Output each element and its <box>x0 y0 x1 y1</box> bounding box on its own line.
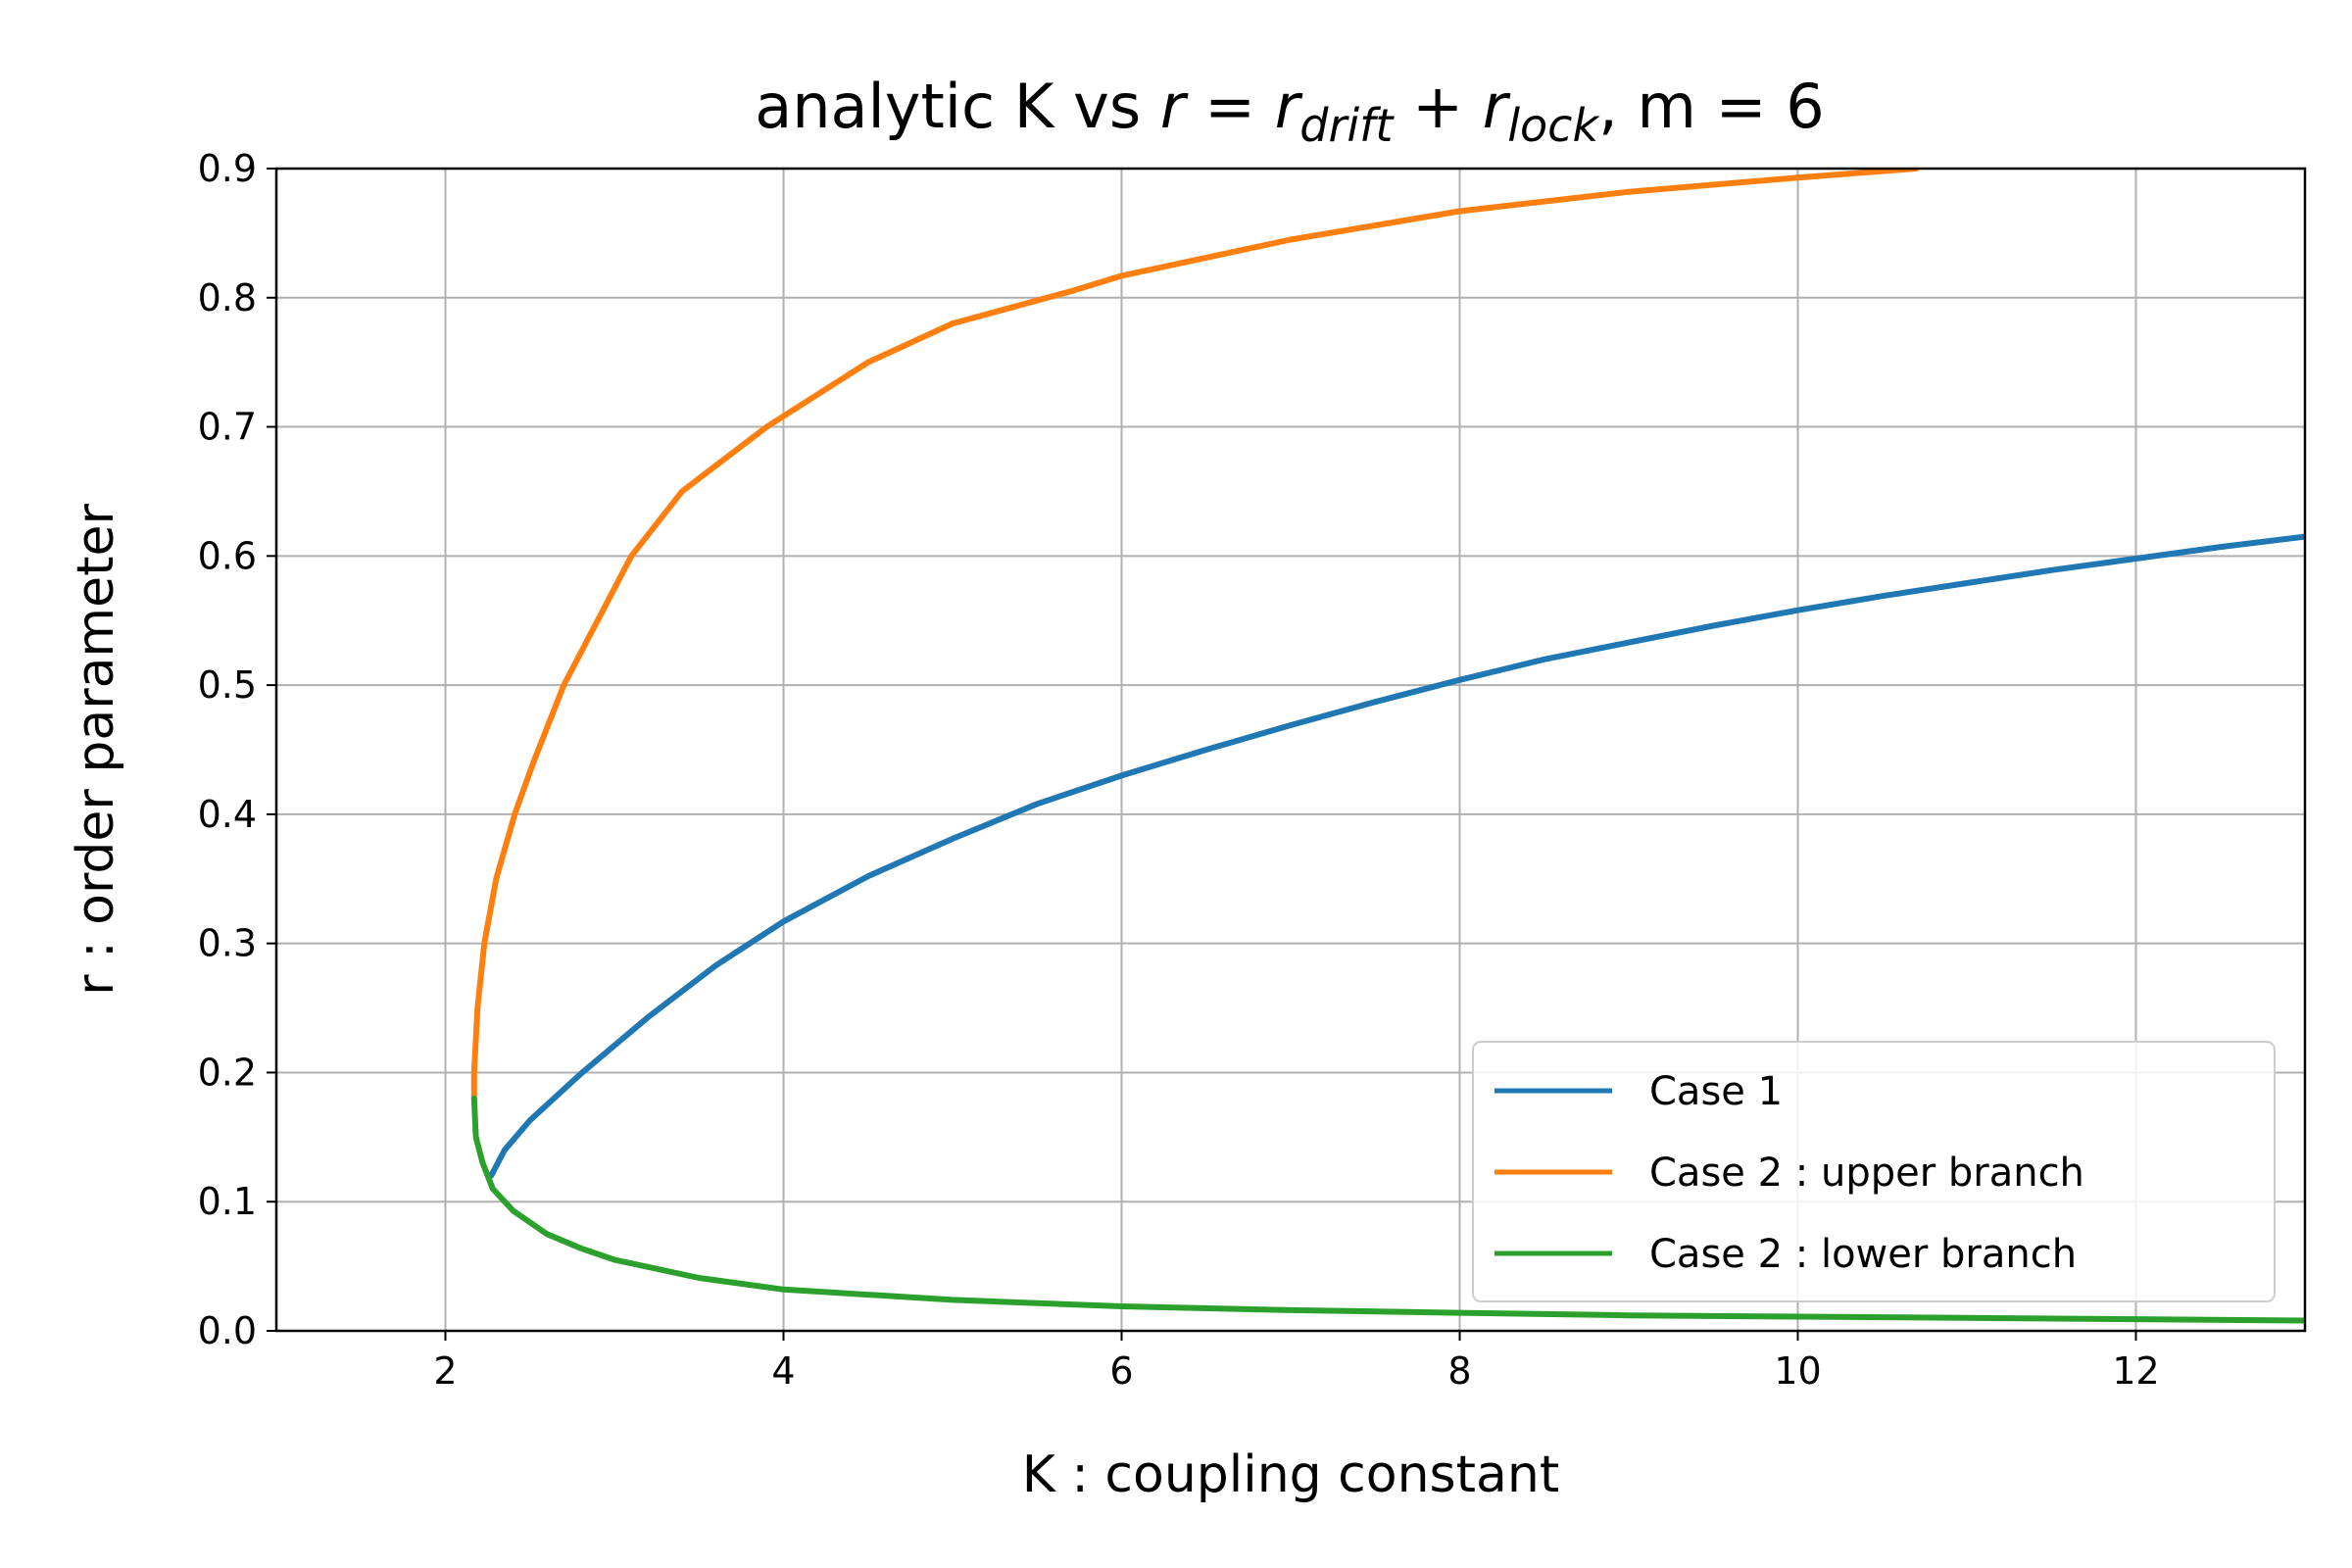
legend: Case 1 Case 2 : upper branch Case 2 : lowe… <box>1472 1041 2276 1302</box>
ticks: 2 4 6 8 10 12 0.0 0.1 0.2 0.3 0.4 0.5 0.6 0.7 0.8 0.9 <box>198 147 2160 1393</box>
y-axis-label: r : order parameter <box>67 504 125 996</box>
x-tick-label: 4 <box>771 1349 795 1393</box>
plot-frame <box>274 167 2307 1333</box>
y-tick-label: 0.5 <box>198 663 257 707</box>
y-tick-label: 0.8 <box>198 276 257 319</box>
y-tick-label: 0.0 <box>198 1309 257 1352</box>
series-layer <box>470 169 2305 1324</box>
x-axis-label: K : coupling constant <box>1022 1446 1560 1504</box>
x-tick-label: 2 <box>433 1349 457 1393</box>
y-tick-label: 0.1 <box>198 1180 257 1223</box>
y-tick-label: 0.6 <box>198 534 257 577</box>
chart-title: analytic K vs r = rdrift + rlock, m = 6 <box>755 71 1824 152</box>
y-tick-label: 0.9 <box>198 147 257 190</box>
x-tick-label: 6 <box>1109 1349 1133 1393</box>
legend-label-2: Case 2 : upper branch <box>1649 1151 2084 1196</box>
x-tick-label: 12 <box>2112 1349 2159 1393</box>
y-tick-label: 0.3 <box>198 922 257 965</box>
x-tick-label: 10 <box>1774 1349 1821 1393</box>
legend-label-1: Case 1 <box>1649 1069 1783 1114</box>
y-tick-label: 0.7 <box>198 406 257 449</box>
y-tick-label: 0.2 <box>198 1051 257 1094</box>
series-line-2 <box>470 169 1920 1102</box>
grid <box>276 168 2305 1332</box>
legend-box <box>1472 1041 2276 1302</box>
series-line-3 <box>470 1095 2305 1324</box>
series-line-1 <box>488 533 2305 1179</box>
x-tick-label: 8 <box>1447 1349 1471 1393</box>
legend-label-3: Case 2 : lower branch <box>1649 1232 2077 1277</box>
y-tick-label: 0.4 <box>198 793 257 836</box>
